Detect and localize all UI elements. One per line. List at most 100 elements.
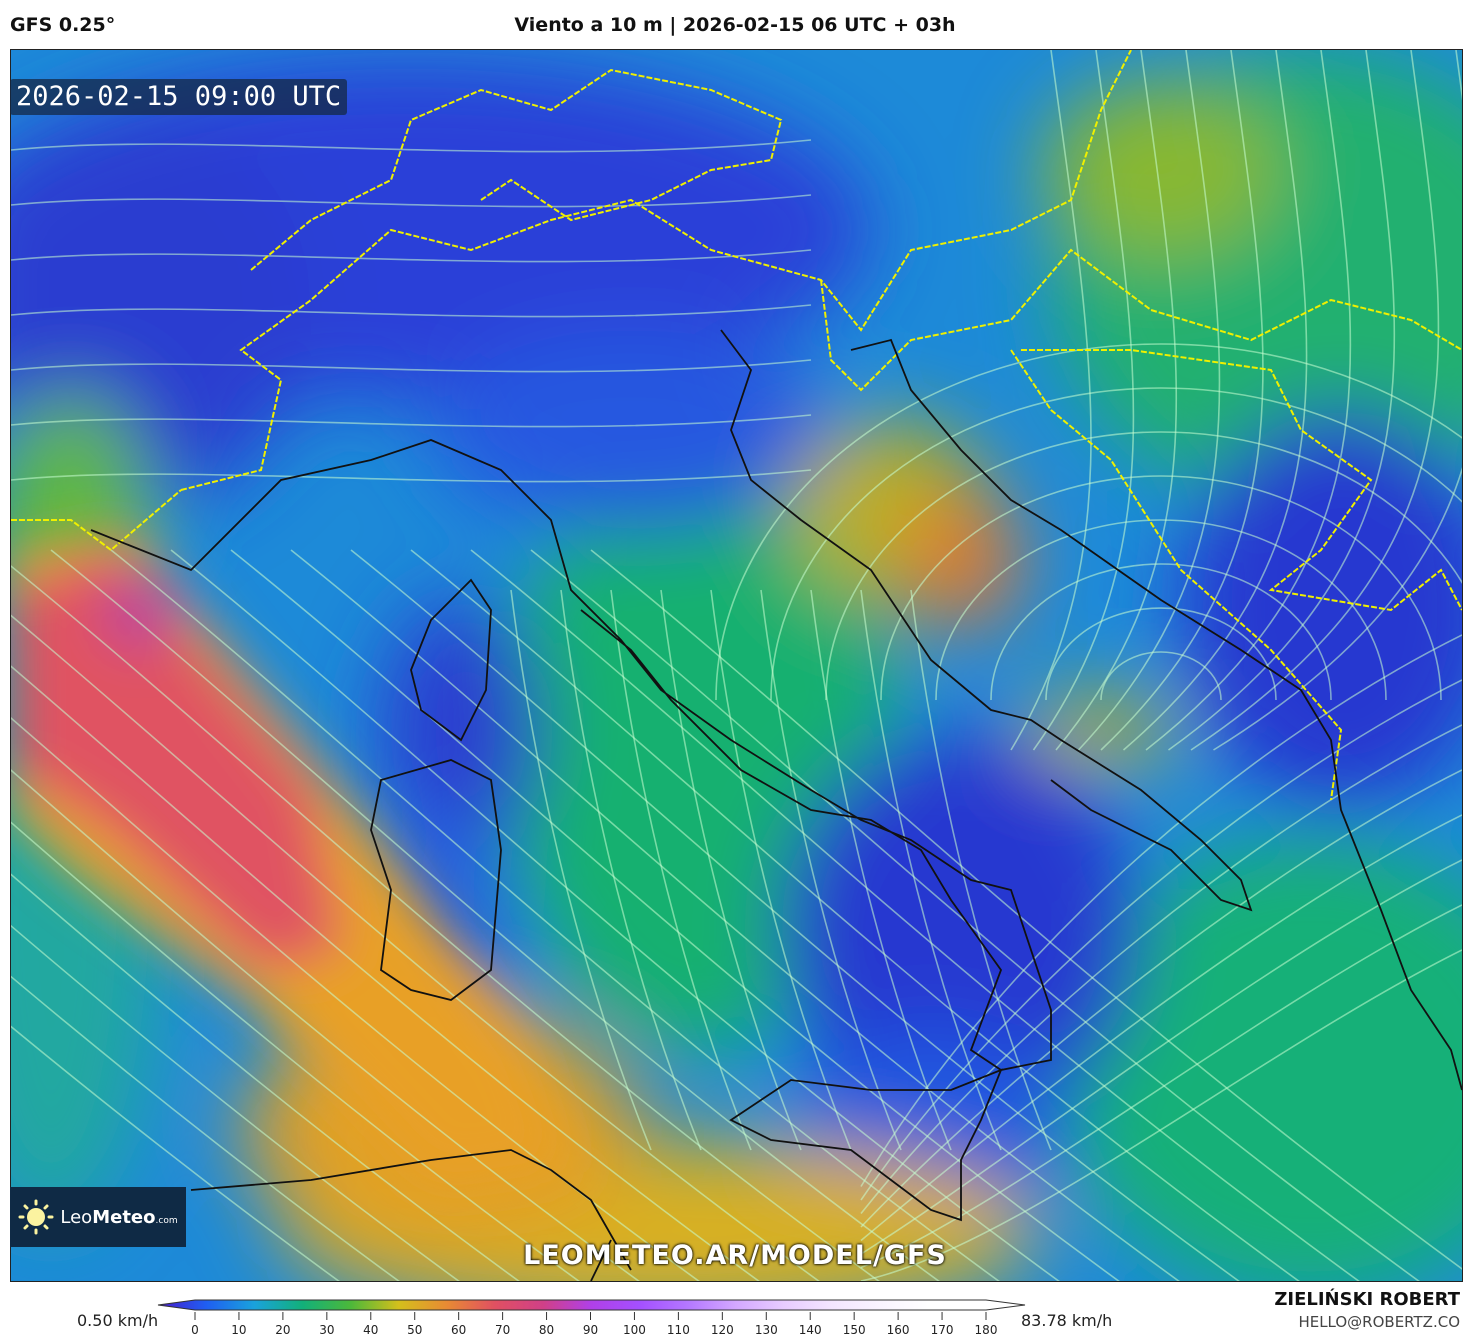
author-email[interactable]: HELLO@ROBERTZ.CO (1298, 1313, 1460, 1331)
logo-text: LeoMeteo.com (60, 1206, 178, 1228)
streamline (1213, 50, 1462, 751)
colorbar-tick-label: 60 (451, 1323, 467, 1337)
streamline (11, 565, 881, 1281)
streamline (860, 634, 1462, 1187)
wind-field (11, 50, 1462, 1281)
streamline (11, 304, 812, 318)
streamline (1190, 50, 1440, 751)
streamline (11, 821, 581, 1281)
streamline (560, 589, 702, 1151)
streamline (11, 716, 701, 1281)
streamline (1045, 607, 1277, 701)
legend-max-label: 83.78 km/h (1021, 1311, 1113, 1330)
streamline (860, 859, 1462, 1255)
colorbar-tick-label: 80 (538, 1323, 555, 1337)
streamline (810, 589, 952, 1151)
streamline (660, 589, 802, 1151)
sun-icon (18, 1199, 54, 1235)
colorbar-tick-label: 40 (363, 1323, 379, 1337)
streamline (1077, 50, 1221, 751)
streamline (110, 549, 1001, 1281)
colorbar-tick-label: 0 (191, 1323, 199, 1337)
streamline (11, 469, 812, 483)
streamline (11, 769, 641, 1281)
streamline (1122, 50, 1308, 751)
streamline (50, 549, 941, 1281)
streamline (11, 924, 461, 1281)
streamline (860, 724, 1462, 1214)
colorbar-tick-label: 180 (974, 1323, 998, 1337)
streamline (1145, 50, 1352, 751)
streamline (470, 549, 1361, 1281)
colorbar-tick-label: 110 (666, 1323, 690, 1337)
streamline (610, 589, 752, 1151)
corsica-coast (410, 578, 492, 742)
streamline (11, 614, 821, 1281)
streamline (990, 563, 1332, 701)
streamline (11, 139, 812, 153)
streamline (290, 549, 1181, 1281)
leometeo-logo[interactable]: LeoMeteo.com (10, 1187, 186, 1247)
streamline (710, 589, 852, 1151)
country-borders (11, 50, 1462, 801)
streamline (860, 949, 1462, 1281)
colorbar-tick-label: 100 (622, 1323, 646, 1337)
streamline (715, 343, 1462, 701)
streamline (11, 873, 521, 1281)
streamline (11, 249, 812, 263)
streamline (530, 549, 1421, 1281)
chart-title: Viento a 10 m | 2026-02-15 06 UTC + 03h (514, 14, 956, 36)
colorbar-tick-label: 20 (275, 1323, 291, 1337)
watermark: LEOMETEO.AR/MODEL/GFS (523, 1240, 947, 1271)
africa-coast (190, 1149, 632, 1281)
streamline (825, 431, 1462, 701)
balkan-coast (850, 338, 1462, 1091)
streamline (11, 359, 812, 373)
colorbar-tick-label: 130 (754, 1323, 778, 1337)
streamline (935, 519, 1387, 701)
streamline (11, 665, 761, 1281)
italy-coast (90, 329, 1253, 1071)
coastlines (90, 329, 1462, 1281)
streamline (11, 1025, 341, 1281)
author-name: ZIELIŃSKI ROBERT (1274, 1289, 1460, 1310)
streamline (11, 194, 812, 208)
streamline (1168, 50, 1396, 751)
colorbar-tick-label: 90 (582, 1323, 599, 1337)
streamline (510, 589, 652, 1151)
streamline (760, 589, 902, 1151)
valid-time-badge: 2026-02-15 09:00 UTC (10, 79, 348, 115)
streamline (11, 975, 401, 1281)
colorbar-tick-label: 30 (319, 1323, 335, 1337)
colorbar-ramp (157, 1299, 1026, 1311)
colorbar-tick-label: 160 (886, 1323, 910, 1337)
streamline (590, 549, 1462, 1270)
streamline (1100, 50, 1264, 751)
legend-min-label: 0.50 km/h (77, 1311, 159, 1330)
colorbar-tick-label: 150 (842, 1323, 866, 1337)
colorbar-tick-label: 140 (798, 1323, 822, 1337)
streamline (410, 549, 1301, 1281)
colorbar-tick-label: 70 (494, 1323, 511, 1337)
streamline (1100, 651, 1222, 701)
streamline (770, 387, 1462, 701)
colorbar-tick-label: 120 (710, 1323, 734, 1337)
streamline (1055, 50, 1178, 751)
colorbar-tick-label: 170 (930, 1323, 954, 1337)
streamline (1032, 50, 1135, 751)
streamline (860, 814, 1462, 1242)
streamline (860, 904, 1462, 1269)
wind-map[interactable] (10, 49, 1463, 1282)
streamline (860, 769, 1462, 1228)
colorbar (157, 1299, 1026, 1320)
streamline (860, 679, 1462, 1201)
sardinia-coast (370, 759, 502, 1001)
streamline (350, 549, 1241, 1281)
streamline (11, 414, 812, 428)
streamline (860, 589, 1002, 1151)
model-label: GFS 0.25° (10, 14, 116, 36)
colorbar-tick-label: 10 (231, 1323, 247, 1337)
colorbar-tick-label: 50 (407, 1323, 423, 1337)
streamline (230, 549, 1121, 1281)
streamline (880, 475, 1442, 701)
